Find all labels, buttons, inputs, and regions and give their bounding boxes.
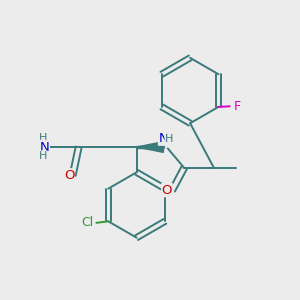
Text: H: H: [39, 151, 47, 161]
Text: H: H: [165, 134, 173, 144]
Text: O: O: [64, 169, 74, 182]
Text: Cl: Cl: [81, 216, 93, 229]
Text: H: H: [39, 133, 47, 143]
Text: F: F: [234, 100, 241, 113]
Text: N: N: [158, 132, 168, 145]
Text: N: N: [40, 140, 50, 154]
Text: O: O: [162, 184, 172, 196]
Polygon shape: [136, 142, 164, 152]
